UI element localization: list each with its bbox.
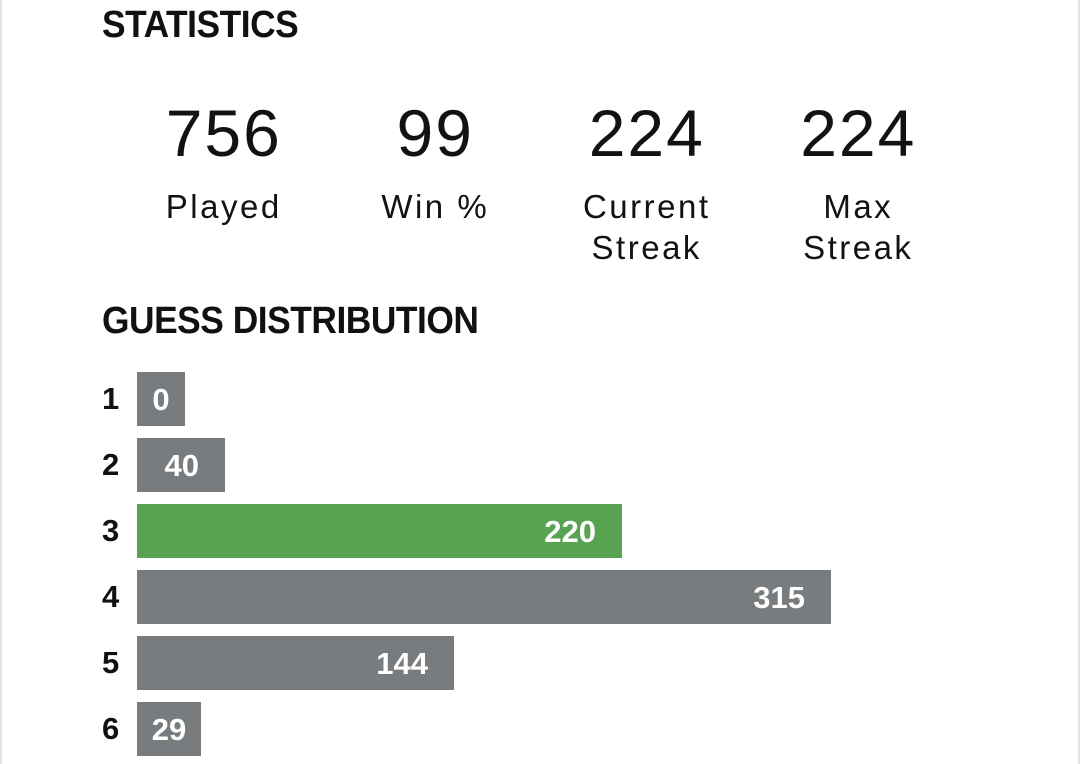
stat-label: Win % bbox=[381, 188, 490, 225]
stat-played: 756 Played bbox=[118, 96, 330, 276]
stat-value: 99 bbox=[396, 96, 474, 170]
stat-value: 224 bbox=[588, 96, 705, 170]
guess-bar: 315 bbox=[137, 570, 831, 624]
guess-bar: 29 bbox=[137, 702, 201, 756]
guess-bar: 144 bbox=[137, 636, 454, 690]
guess-bar: 0 bbox=[137, 372, 185, 426]
guess-row-5: 5 144 bbox=[98, 636, 858, 690]
guess-row-6: 6 29 bbox=[98, 702, 858, 756]
guess-number: 2 bbox=[102, 447, 120, 482]
guess-distribution: 1 0 2 40 3 220 4 315 5 144 bbox=[98, 372, 858, 764]
guess-row-1: 1 0 bbox=[98, 372, 858, 426]
guess-count: 29 bbox=[151, 711, 187, 747]
guess-bar: 220 bbox=[137, 504, 622, 558]
guess-bar: 40 bbox=[137, 438, 225, 492]
guess-count: 220 bbox=[544, 513, 596, 549]
guess-row-4: 4 315 bbox=[98, 570, 858, 624]
guess-number: 1 bbox=[102, 381, 120, 416]
statistics-row: 756 Played 99 Win % 224 Current Streak 2… bbox=[118, 96, 964, 276]
stat-max-streak: 224 Max Streak bbox=[753, 96, 965, 276]
stat-label: Max Streak bbox=[803, 188, 914, 266]
guess-number: 6 bbox=[102, 711, 120, 746]
guess-count: 40 bbox=[164, 447, 199, 483]
guess-row-3: 3 220 bbox=[98, 504, 858, 558]
stat-label: Current Streak bbox=[582, 188, 711, 266]
guess-number: 5 bbox=[102, 645, 120, 680]
stat-value: 224 bbox=[800, 96, 917, 170]
stat-current-streak: 224 Current Streak bbox=[541, 96, 753, 276]
guess-row-2: 2 40 bbox=[98, 438, 858, 492]
statistics-heading: STATISTICS bbox=[102, 4, 299, 46]
guess-count: 144 bbox=[376, 645, 428, 681]
guess-distribution-heading: GUESS DISTRIBUTION bbox=[102, 300, 479, 342]
guess-number: 3 bbox=[102, 513, 120, 548]
guess-number: 4 bbox=[102, 579, 120, 614]
guess-count: 0 bbox=[152, 381, 170, 417]
guess-count: 315 bbox=[753, 579, 805, 615]
stat-value: 756 bbox=[165, 96, 282, 170]
stat-win-percent: 99 Win % bbox=[330, 96, 542, 276]
stat-label: Played bbox=[165, 188, 282, 225]
